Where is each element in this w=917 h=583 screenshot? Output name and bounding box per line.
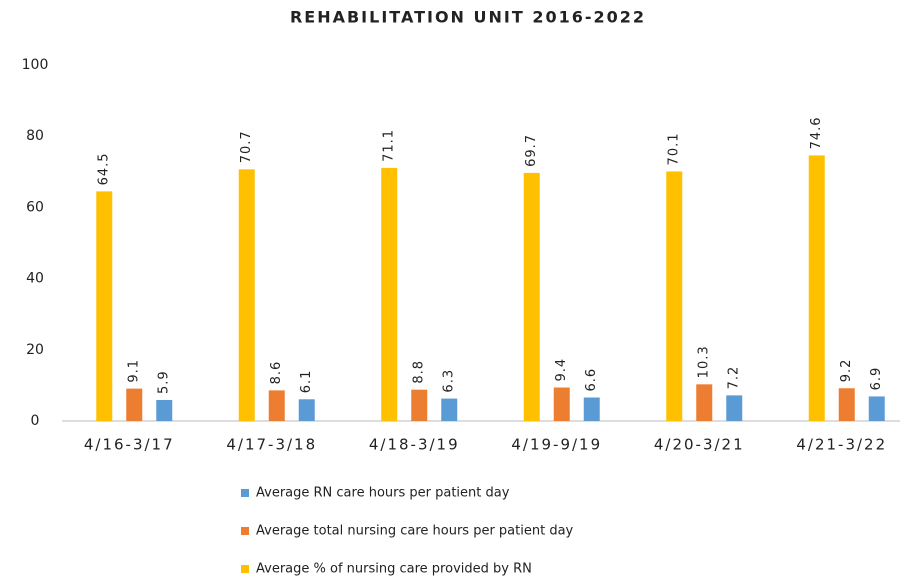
bar <box>868 396 885 421</box>
y-tick-label: 100 <box>22 57 49 73</box>
y-tick-label: 0 <box>31 413 40 429</box>
bar <box>268 390 285 421</box>
x-tick-label: 4/19-9/19 <box>511 436 602 454</box>
y-tick-label: 40 <box>26 271 44 287</box>
bar <box>583 397 600 421</box>
bar <box>156 399 173 421</box>
legend-swatch <box>241 527 249 535</box>
data-label: 6.6 <box>584 368 599 392</box>
data-label: 7.2 <box>727 366 742 390</box>
legend-label: Average RN care hours per patient day <box>256 486 510 501</box>
x-tick-label: 4/20-3/21 <box>654 436 745 454</box>
data-label: 8.8 <box>412 360 427 384</box>
bar <box>96 191 113 421</box>
data-label: 9.4 <box>554 358 569 382</box>
data-label: 6.3 <box>442 369 457 393</box>
bar <box>666 171 683 421</box>
bar <box>411 389 428 421</box>
data-label: 6.9 <box>869 367 884 391</box>
x-tick-label: 4/16-3/17 <box>84 436 175 454</box>
x-tick-label: 4/18-3/19 <box>369 436 460 454</box>
bar <box>126 388 143 421</box>
bar <box>726 395 743 421</box>
bar <box>523 172 540 421</box>
data-label: 9.1 <box>127 359 142 383</box>
data-label: 8.6 <box>269 361 284 385</box>
data-label: 10.3 <box>697 345 712 378</box>
data-label: 71.1 <box>382 129 397 162</box>
data-label: 5.9 <box>157 370 172 394</box>
data-label: 64.5 <box>97 152 112 185</box>
legend-swatch <box>241 489 249 497</box>
bar <box>298 399 315 421</box>
bar <box>553 387 570 421</box>
data-label: 69.7 <box>524 134 539 167</box>
y-tick-label: 60 <box>26 199 44 215</box>
data-label: 70.1 <box>667 132 682 165</box>
legend-swatch <box>241 565 249 573</box>
data-label: 74.6 <box>809 116 824 149</box>
y-tick-label: 20 <box>26 342 44 358</box>
bar <box>838 388 855 421</box>
x-tick-label: 4/21-3/22 <box>796 436 887 454</box>
x-tick-label: 4/17-3/18 <box>226 436 317 454</box>
bar <box>441 398 458 421</box>
data-label: 9.2 <box>839 359 854 383</box>
y-tick-label: 80 <box>26 128 44 144</box>
chart-title: REHABILITATION UNIT 2016-2022 <box>290 8 646 27</box>
bar <box>696 384 713 421</box>
bar <box>381 167 398 421</box>
bar <box>808 155 825 421</box>
legend-label: Average % of nursing care provided by RN <box>256 562 532 577</box>
data-label: 70.7 <box>239 130 254 163</box>
legend-label: Average total nursing care hours per pat… <box>256 524 574 539</box>
bar <box>238 169 255 421</box>
data-label: 6.1 <box>299 370 314 394</box>
